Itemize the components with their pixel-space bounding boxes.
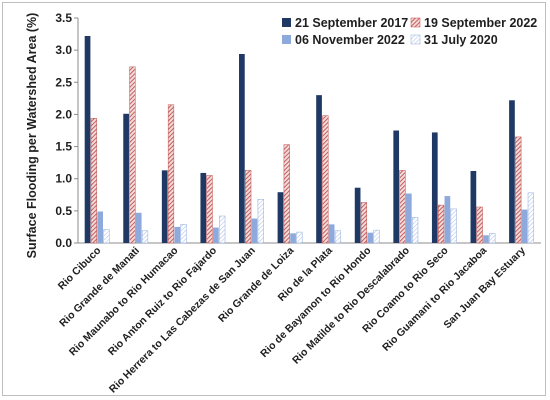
y-tick-label: 2.5 <box>55 75 72 89</box>
bar-19-sep-2022 <box>322 115 329 244</box>
legend-swatch <box>410 34 421 45</box>
bar-31-jul-2020 <box>527 192 534 244</box>
legend-swatch <box>282 18 291 27</box>
bar-06-nov-2022 <box>290 233 296 243</box>
bar-21-sep-2017 <box>431 132 438 243</box>
bar-31-jul-2020 <box>180 224 187 244</box>
bar-06-nov-2022 <box>483 235 489 243</box>
bar-06-nov-2022 <box>367 232 374 243</box>
bar-21-sep-2017 <box>509 100 515 244</box>
bar-06-nov-2022 <box>521 209 528 243</box>
bar-21-sep-2017 <box>161 170 168 243</box>
bar-21-sep-2017 <box>123 113 129 244</box>
bar-31-jul-2020 <box>296 231 303 244</box>
bar-31-jul-2020 <box>489 233 496 244</box>
legend-label: 06 November 2022 <box>295 33 405 47</box>
legend-swatch <box>282 35 291 44</box>
y-tick-label: 3.0 <box>55 43 72 57</box>
y-tick-label: 3.5 <box>55 11 72 25</box>
bar-31-jul-2020 <box>412 217 419 244</box>
y-axis-title: Surface Flooding per Watershed Area (%) <box>25 13 39 259</box>
bar-19-sep-2022 <box>245 170 252 244</box>
y-tick-label: 2.0 <box>55 107 72 121</box>
x-tick-label: Rio Herrera to Las Cabezas de San Juan <box>107 245 258 396</box>
y-tick-label: 0.5 <box>55 204 72 218</box>
bar-06-nov-2022 <box>405 193 412 243</box>
bar-06-nov-2022 <box>251 218 258 243</box>
bar-21-sep-2017 <box>470 171 477 243</box>
legend: 21 September 2017 19 September 2022 06 Nov… <box>282 16 537 47</box>
bar-19-sep-2022 <box>360 202 368 244</box>
bar-21-sep-2017 <box>354 187 361 243</box>
bar-06-nov-2022 <box>213 227 219 243</box>
y-tick-label: 1.5 <box>55 140 72 154</box>
bar-19-sep-2022 <box>476 206 483 244</box>
bar-21-sep-2017 <box>393 130 400 243</box>
bar-19-sep-2022 <box>129 66 136 244</box>
legend-swatch <box>410 17 421 28</box>
bar-19-sep-2022 <box>167 104 175 244</box>
bar-31-jul-2020 <box>450 208 457 244</box>
bar-31-jul-2020 <box>257 199 264 244</box>
x-tick-label: Rio Grande de Loiza <box>216 245 296 325</box>
bar-19-sep-2022 <box>399 170 406 244</box>
legend-label: 21 September 2017 <box>295 16 408 30</box>
bar-06-nov-2022 <box>135 212 142 243</box>
axes <box>74 17 541 244</box>
bar-31-jul-2020 <box>219 215 226 244</box>
y-tick-label: 0.0 <box>55 236 72 250</box>
y-tick-label: 1.0 <box>55 172 72 186</box>
bar-19-sep-2022 <box>515 136 522 244</box>
bar-21-sep-2017 <box>200 172 207 243</box>
bar-21-sep-2017 <box>277 192 284 243</box>
bar-31-jul-2020 <box>334 230 342 244</box>
bar-06-nov-2022 <box>444 196 451 243</box>
bar-19-sep-2022 <box>437 204 445 244</box>
bars <box>84 36 534 244</box>
bar-21-sep-2017 <box>239 54 245 243</box>
bar-06-nov-2022 <box>97 211 103 243</box>
bar-19-sep-2022 <box>283 144 290 244</box>
bar-31-jul-2020 <box>141 230 149 244</box>
bar-31-jul-2020 <box>373 229 380 244</box>
legend-label: 19 September 2022 <box>424 16 537 30</box>
legend-label: 31 July 2020 <box>424 33 498 47</box>
bar-06-nov-2022 <box>174 226 181 243</box>
bar-21-sep-2017 <box>84 36 91 243</box>
bar-19-sep-2022 <box>90 118 97 244</box>
labels: 0.0 0.5 1.0 1.5 2.0 2.5 3.0 3.5 Surface Flooding… <box>25 11 528 395</box>
bar-06-nov-2022 <box>328 224 335 243</box>
bar-19-sep-2022 <box>206 175 213 244</box>
bar-21-sep-2017 <box>316 95 322 244</box>
bar-31-jul-2020 <box>103 229 110 244</box>
